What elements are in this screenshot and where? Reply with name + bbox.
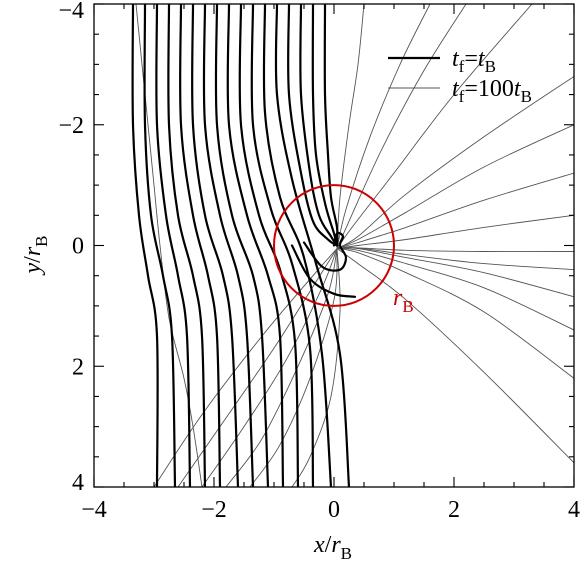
thick-streamline-11 — [262, 4, 333, 487]
thick-streamline-7 — [214, 4, 270, 487]
legend-label-thick: tf=tB — [452, 46, 496, 76]
thick-streamline-3 — [167, 4, 207, 487]
thin-streamline-8 — [336, 248, 574, 331]
x-axis-label: x/rB — [313, 532, 352, 561]
thick-streamline-5 — [191, 4, 240, 487]
thin-streamline-18 — [336, 4, 431, 249]
x-tick-label: 4 — [568, 497, 580, 523]
thin-streamline-4 — [249, 248, 338, 487]
thin-streamline-6 — [336, 248, 574, 464]
thick-streamline-0 — [131, 4, 159, 487]
bondi-radius-group: rB — [273, 184, 414, 316]
thick-streamline-15 — [311, 4, 339, 247]
x-tick-label: 0 — [328, 497, 340, 523]
thin-streamline-7 — [336, 248, 574, 379]
thick-streamline-9 — [238, 4, 300, 487]
thick-streamline-2 — [155, 4, 192, 487]
rb-annotation: rB — [393, 285, 414, 316]
thin-streamline-14 — [336, 124, 574, 249]
thick-streamline-1 — [143, 4, 177, 487]
legend-label-thin: tf=100tB — [452, 76, 532, 106]
thin-streamline-17 — [336, 4, 467, 249]
bondi-radius-circle — [273, 184, 395, 307]
thick-streamline-4 — [179, 4, 222, 487]
thick-series-group — [131, 4, 357, 487]
thick-streamline-12 — [274, 4, 351, 487]
x-tick-label: −4 — [81, 497, 107, 523]
thin-streamline-9 — [336, 247, 574, 298]
thick-streamline-6 — [202, 4, 255, 487]
thick-streamline-13 — [287, 4, 339, 247]
y-tick-label: 0 — [72, 234, 84, 260]
y-axis-label: y/rB — [20, 235, 51, 275]
y-tick-label: 2 — [72, 354, 84, 380]
thin-streamline-0 — [153, 248, 338, 487]
thick-streamline-18 — [302, 231, 348, 272]
thin-streamline-11 — [336, 247, 574, 253]
x-tick-label: 2 — [448, 497, 460, 523]
thin-streamline-16 — [336, 4, 533, 249]
y-tick-label: −4 — [58, 0, 84, 24]
thick-streamline-17 — [290, 244, 357, 298]
thick-streamline-10 — [250, 4, 315, 487]
y-tick-label: 4 — [72, 470, 84, 496]
y-tick-label: −2 — [58, 113, 84, 139]
thick-streamline-16 — [323, 4, 339, 247]
thin-streamline-2 — [201, 248, 338, 487]
thick-streamline-14 — [299, 4, 339, 247]
thin-streamline-19 — [336, 4, 365, 249]
thin-streamline-15 — [336, 76, 574, 249]
thin-streamline-13 — [336, 172, 574, 249]
x-tick-label: −2 — [201, 497, 227, 523]
thin-streamline-12 — [336, 214, 574, 249]
thick-streamline-8 — [226, 4, 285, 487]
